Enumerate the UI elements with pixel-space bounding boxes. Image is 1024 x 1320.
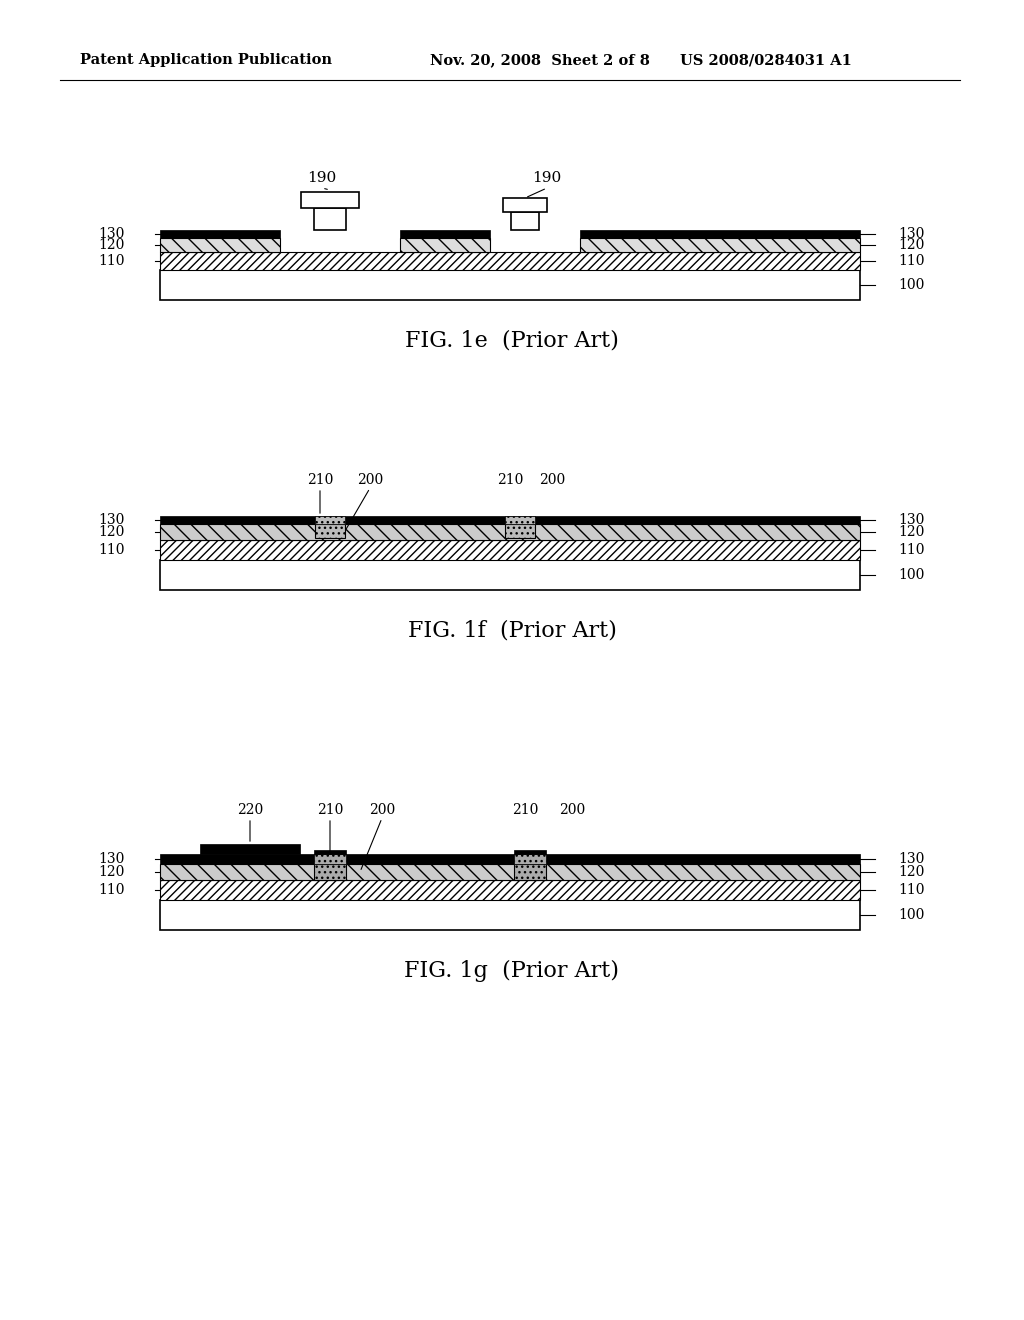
Bar bbox=[160, 271, 860, 300]
Text: 130: 130 bbox=[898, 851, 925, 866]
Text: 120: 120 bbox=[898, 865, 925, 879]
Bar bbox=[160, 540, 860, 560]
Bar bbox=[505, 516, 535, 524]
Bar bbox=[314, 850, 346, 854]
Bar bbox=[160, 238, 280, 252]
Bar bbox=[301, 191, 359, 209]
Bar bbox=[160, 524, 860, 540]
Bar bbox=[160, 854, 860, 865]
Text: 100: 100 bbox=[898, 568, 925, 582]
Text: 200: 200 bbox=[539, 473, 565, 487]
Text: 120: 120 bbox=[98, 525, 125, 539]
Text: 120: 120 bbox=[98, 865, 125, 879]
Text: Patent Application Publication: Patent Application Publication bbox=[80, 53, 332, 67]
Bar bbox=[315, 516, 345, 524]
Text: 100: 100 bbox=[898, 279, 925, 292]
Text: 200: 200 bbox=[369, 803, 395, 817]
Text: 130: 130 bbox=[98, 851, 125, 866]
Text: 190: 190 bbox=[307, 172, 337, 185]
Text: 210: 210 bbox=[512, 803, 539, 817]
Bar bbox=[314, 209, 346, 230]
Text: 210: 210 bbox=[316, 803, 343, 817]
Text: Nov. 20, 2008  Sheet 2 of 8: Nov. 20, 2008 Sheet 2 of 8 bbox=[430, 53, 650, 67]
Text: 130: 130 bbox=[898, 513, 925, 527]
Text: 210: 210 bbox=[497, 473, 523, 487]
Bar bbox=[514, 854, 546, 865]
Text: 110: 110 bbox=[898, 253, 925, 268]
Bar bbox=[400, 238, 490, 252]
Bar bbox=[200, 843, 300, 854]
Bar bbox=[514, 865, 546, 880]
Bar bbox=[514, 850, 546, 854]
Text: 200: 200 bbox=[559, 803, 585, 817]
Bar bbox=[314, 865, 346, 880]
Text: FIG. 1g  (Prior Art): FIG. 1g (Prior Art) bbox=[404, 960, 620, 982]
Bar bbox=[511, 213, 539, 230]
Bar bbox=[505, 524, 535, 539]
Bar bbox=[580, 230, 860, 238]
Text: US 2008/0284031 A1: US 2008/0284031 A1 bbox=[680, 53, 852, 67]
Text: 110: 110 bbox=[98, 253, 125, 268]
Bar bbox=[160, 230, 280, 238]
Bar bbox=[505, 516, 535, 524]
Bar bbox=[315, 516, 345, 524]
Text: 120: 120 bbox=[898, 238, 925, 252]
Bar bbox=[160, 560, 860, 590]
Bar bbox=[580, 238, 860, 252]
Text: 110: 110 bbox=[98, 543, 125, 557]
Bar bbox=[160, 516, 860, 524]
Text: 110: 110 bbox=[898, 883, 925, 898]
Text: 130: 130 bbox=[98, 227, 125, 242]
Text: FIG. 1e  (Prior Art): FIG. 1e (Prior Art) bbox=[406, 330, 618, 352]
Text: 110: 110 bbox=[898, 543, 925, 557]
Text: 210: 210 bbox=[307, 473, 333, 487]
Text: 100: 100 bbox=[898, 908, 925, 921]
Text: 130: 130 bbox=[898, 227, 925, 242]
Text: 130: 130 bbox=[98, 513, 125, 527]
Bar bbox=[400, 230, 490, 238]
Text: FIG. 1f  (Prior Art): FIG. 1f (Prior Art) bbox=[408, 620, 616, 642]
Bar bbox=[160, 900, 860, 931]
Text: 120: 120 bbox=[898, 525, 925, 539]
Bar bbox=[160, 252, 860, 271]
Text: 220: 220 bbox=[237, 803, 263, 817]
Text: 110: 110 bbox=[98, 883, 125, 898]
Bar bbox=[315, 524, 345, 539]
Bar bbox=[160, 880, 860, 900]
Bar bbox=[314, 854, 346, 865]
Text: 200: 200 bbox=[357, 473, 383, 487]
Bar bbox=[503, 198, 547, 213]
Text: 190: 190 bbox=[532, 172, 561, 185]
Text: 120: 120 bbox=[98, 238, 125, 252]
Bar bbox=[160, 865, 860, 880]
